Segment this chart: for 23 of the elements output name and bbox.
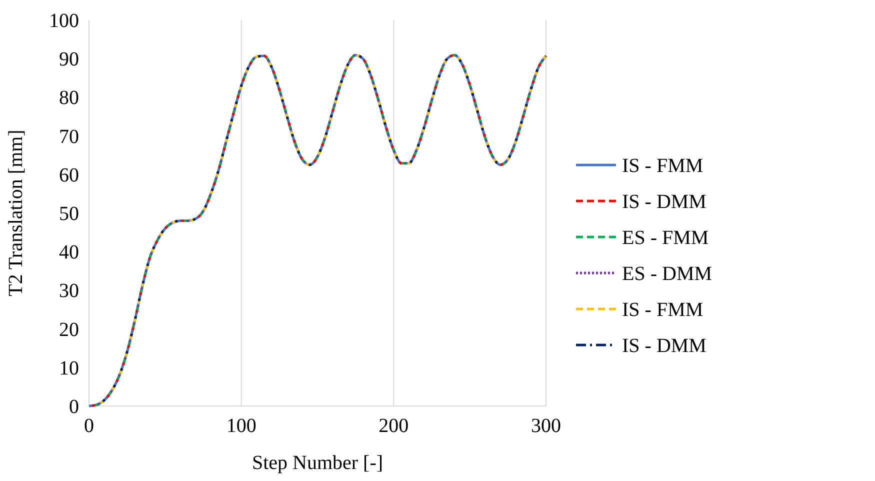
legend-label: IS - FMM (622, 299, 704, 321)
x-tick-label: 100 (226, 415, 256, 437)
legend-label: ES - DMM (622, 263, 712, 285)
x-tick-label: 200 (378, 415, 409, 437)
x-tick-label: 300 (531, 415, 561, 437)
y-tick-label: 0 (69, 396, 79, 418)
y-tick-label: 80 (59, 87, 79, 110)
y-tick-label: 60 (59, 164, 79, 186)
y-tick-label: 20 (59, 318, 79, 341)
legend-label: ES - FMM (622, 227, 709, 249)
y-tick-label: 10 (59, 357, 79, 380)
y-tick-label: 70 (59, 126, 79, 148)
legend-label: IS - DMM (622, 335, 707, 357)
legend-label: IS - DMM (622, 191, 707, 213)
x-tick-label: 0 (84, 415, 94, 437)
y-axis-title: T2 Translation [mm] (5, 130, 27, 296)
x-axis-title: Step Number [-] (252, 452, 384, 474)
legend-label: IS - FMM (622, 155, 704, 177)
y-tick-label: 100 (49, 10, 79, 32)
y-tick-label: 40 (59, 242, 79, 264)
y-tick-label: 50 (59, 203, 79, 225)
y-tick-label: 90 (59, 48, 79, 71)
y-tick-label: 30 (59, 280, 79, 302)
